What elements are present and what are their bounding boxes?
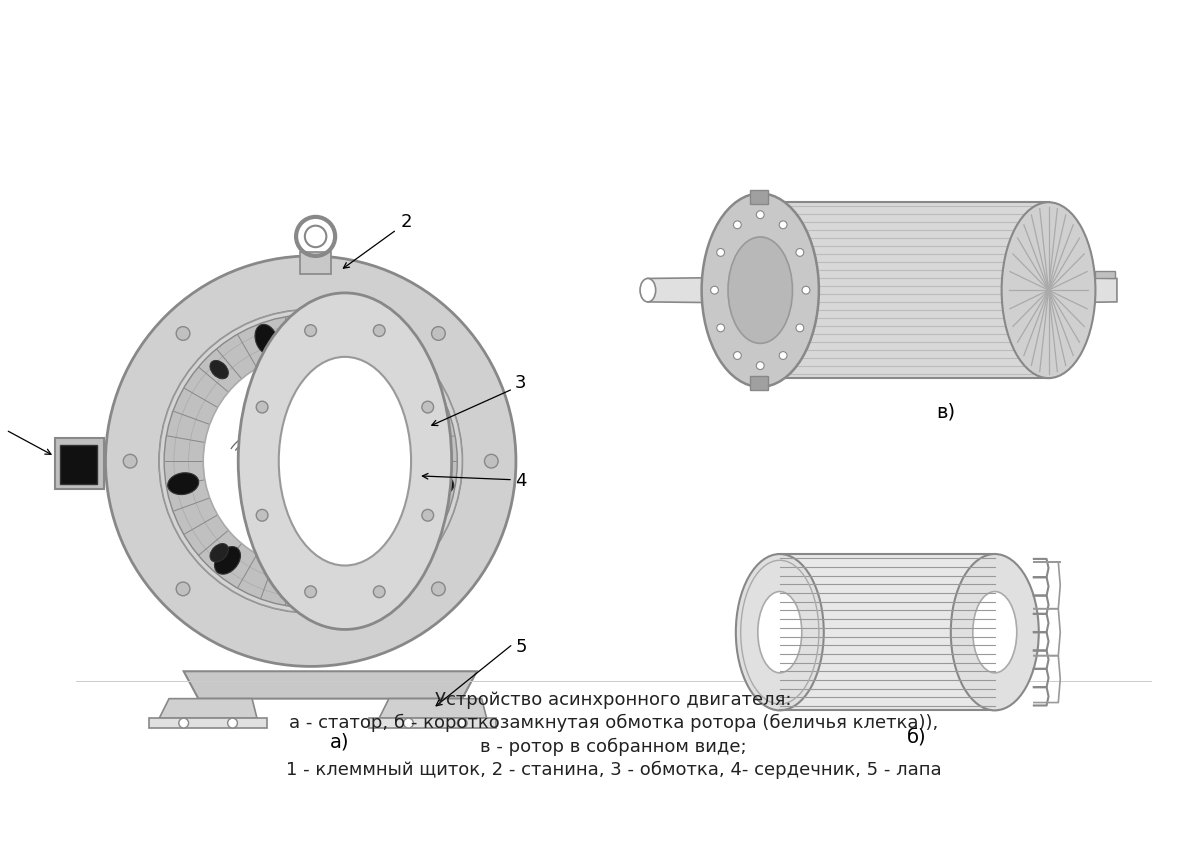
Text: а - статор, б - короткозамкнутая обмотка ротора (беличья клетка)),: а - статор, б - короткозамкнутая обмотка… (289, 714, 938, 732)
Circle shape (802, 286, 810, 294)
Circle shape (756, 362, 764, 370)
Ellipse shape (702, 193, 818, 387)
Circle shape (305, 226, 326, 247)
Ellipse shape (380, 546, 407, 574)
Text: 3: 3 (515, 374, 527, 392)
Ellipse shape (728, 237, 792, 343)
Ellipse shape (973, 591, 1016, 673)
Bar (750, 191, 768, 204)
Ellipse shape (950, 554, 1039, 711)
Ellipse shape (210, 360, 228, 379)
Circle shape (756, 210, 764, 219)
Polygon shape (1054, 278, 1117, 302)
Circle shape (228, 718, 238, 728)
Circle shape (422, 401, 433, 413)
Polygon shape (648, 278, 736, 302)
Circle shape (796, 249, 804, 256)
Circle shape (179, 718, 188, 728)
Ellipse shape (394, 544, 412, 562)
Text: 1: 1 (0, 413, 1, 431)
Text: в - ротор в собранном виде;: в - ротор в собранном виде; (480, 737, 746, 756)
Bar (1096, 271, 1115, 279)
Circle shape (176, 582, 190, 596)
Ellipse shape (210, 544, 228, 562)
Circle shape (779, 352, 787, 360)
Circle shape (779, 221, 787, 228)
Text: в): в) (936, 403, 955, 422)
Bar (300, 252, 331, 273)
Circle shape (796, 324, 804, 331)
Ellipse shape (1002, 202, 1096, 378)
Ellipse shape (256, 325, 278, 354)
Polygon shape (184, 671, 476, 699)
Ellipse shape (160, 310, 462, 613)
Circle shape (432, 326, 445, 340)
Ellipse shape (422, 473, 454, 495)
Circle shape (305, 586, 317, 597)
Ellipse shape (168, 473, 199, 495)
Polygon shape (379, 699, 487, 718)
Bar (60, 445, 97, 484)
Circle shape (457, 718, 467, 728)
Ellipse shape (239, 293, 451, 630)
Circle shape (176, 326, 190, 340)
Circle shape (716, 324, 725, 331)
Text: 5: 5 (515, 638, 527, 656)
Circle shape (733, 352, 742, 360)
Ellipse shape (343, 325, 366, 354)
Circle shape (733, 221, 742, 228)
Circle shape (257, 401, 268, 413)
Polygon shape (370, 718, 497, 728)
Circle shape (485, 454, 498, 468)
Ellipse shape (106, 256, 516, 666)
Circle shape (716, 249, 725, 256)
Circle shape (403, 718, 413, 728)
Ellipse shape (394, 360, 412, 379)
Circle shape (432, 582, 445, 596)
Ellipse shape (736, 554, 823, 711)
Ellipse shape (203, 354, 419, 568)
Text: 4: 4 (515, 472, 527, 490)
Polygon shape (160, 699, 257, 718)
Circle shape (257, 509, 268, 521)
Polygon shape (780, 554, 995, 711)
Ellipse shape (640, 279, 655, 302)
Text: Устройство асинхронного двигателя:: Устройство асинхронного двигателя: (436, 691, 792, 709)
Text: 2: 2 (401, 213, 413, 231)
Circle shape (422, 509, 433, 521)
Bar (55, 438, 103, 488)
Circle shape (305, 325, 317, 337)
Ellipse shape (278, 357, 412, 566)
Text: 1 - клеммный щиток, 2 - станина, 3 - обмотка, 4- сердечник, 5 - лапа: 1 - клеммный щиток, 2 - станина, 3 - обм… (286, 761, 942, 779)
Ellipse shape (758, 591, 802, 673)
Circle shape (373, 325, 385, 337)
Polygon shape (150, 718, 266, 728)
Circle shape (710, 286, 719, 294)
Circle shape (124, 454, 137, 468)
Circle shape (373, 586, 385, 597)
Text: а): а) (330, 732, 349, 751)
Ellipse shape (215, 546, 240, 574)
Text: б): б) (907, 728, 926, 747)
Ellipse shape (164, 314, 457, 607)
Polygon shape (745, 202, 1049, 378)
Bar (750, 377, 768, 390)
Ellipse shape (160, 310, 462, 613)
